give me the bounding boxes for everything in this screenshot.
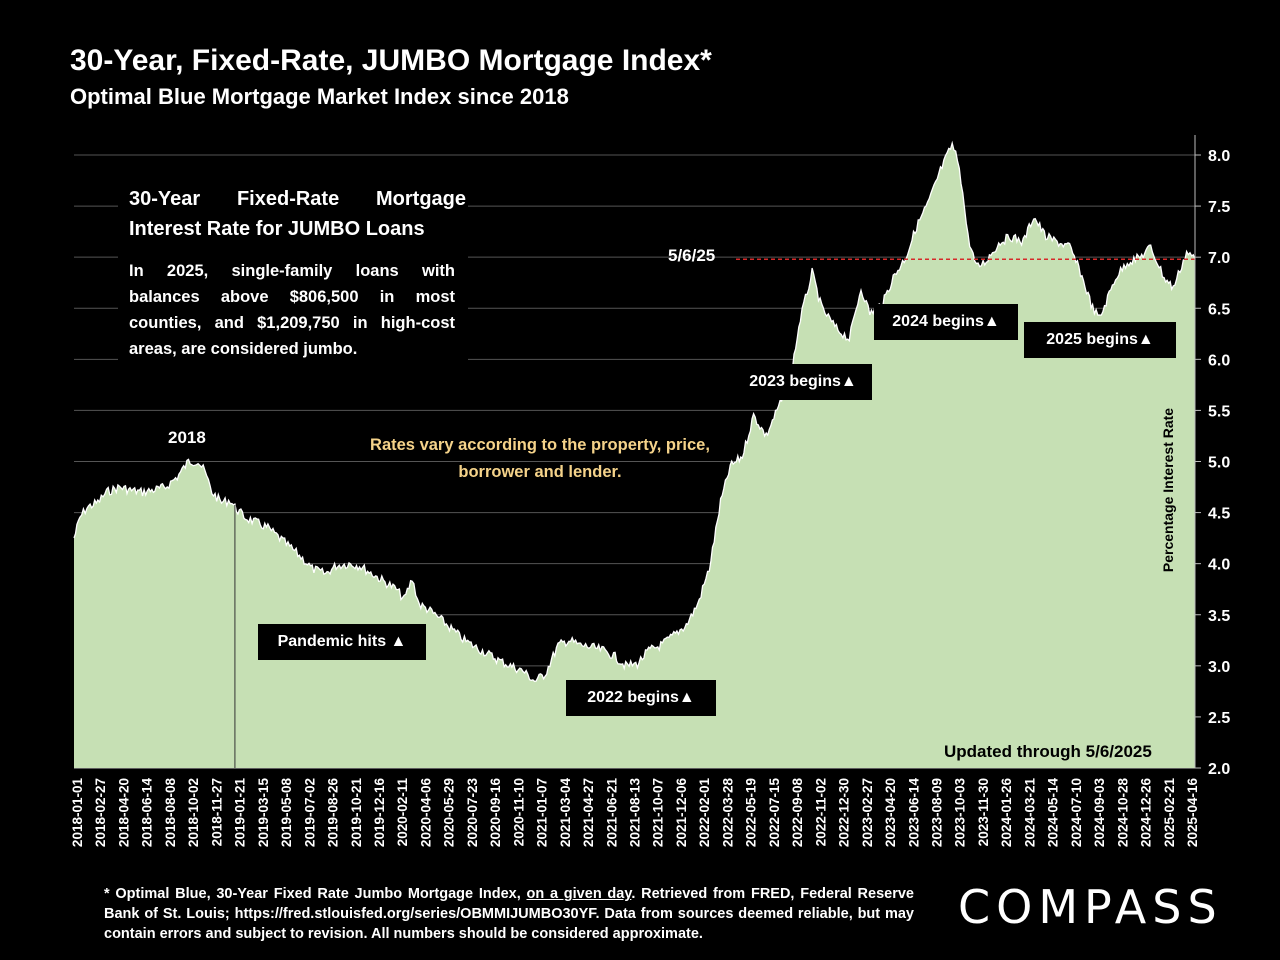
x-tick-label: 2018-06-14 [140, 778, 155, 848]
x-tick-label: 2020-11-10 [511, 778, 526, 846]
x-tick-label: 2022-02-01 [697, 778, 712, 848]
footnote-pre: * Optimal Blue, 30-Year Fixed Rate Jumbo… [104, 886, 527, 902]
x-tick-label: 2024-09-03 [1092, 778, 1107, 848]
x-tick-label: 2021-06-21 [604, 778, 619, 848]
x-tick-label: 2019-01-21 [233, 778, 248, 848]
x-tick-labels: 2018-01-01 2018-02-27 2018-04-20 2018-06-14… [70, 778, 1200, 848]
x-tick-label: 2019-10-21 [349, 778, 364, 848]
x-tick-label: 2022-09-08 [790, 778, 805, 848]
y-tick-labels: 2.0 2.5 3.0 3.5 4.0 4.5 5.0 5.5 6.0 6.5 7.0 7.5 8.0 [1208, 148, 1230, 778]
footnote: * Optimal Blue, 30-Year Fixed Rate Jumbo… [104, 884, 914, 944]
annotation-2025: 2025 begins▲ [1024, 322, 1176, 358]
y-tick-label: 7.0 [1208, 250, 1230, 267]
y-tick-label: 6.5 [1208, 301, 1230, 318]
x-tick-label: 2021-12-06 [674, 778, 689, 848]
x-tick-label: 2024-05-14 [1046, 778, 1061, 848]
x-tick-label: 2024-10-28 [1115, 778, 1130, 848]
y-tick-label: 8.0 [1208, 148, 1230, 165]
annotation-2018: 2018 [168, 428, 206, 447]
x-tick-label: 2022-07-15 [767, 778, 782, 848]
y-tick-label: 7.5 [1208, 199, 1230, 216]
y-tick-label: 5.5 [1208, 403, 1230, 420]
x-tick-label: 2022-05-19 [744, 778, 759, 847]
x-tick-label: 2024-07-10 [1069, 778, 1084, 847]
y-tick-label: 3.0 [1208, 659, 1230, 676]
compass-logo: COMPASS [958, 880, 1223, 934]
reference-line-label: 5/6/25 [668, 246, 716, 265]
footnote-post: . Retrieved from FRED, Federal Reserve B… [104, 886, 914, 942]
x-tick-label: 2018-04-20 [117, 778, 132, 847]
y-axis-label: Percentage Interest Rate [1160, 407, 1176, 573]
rate-line [73, 140, 1196, 683]
x-tick-label: 2018-01-01 [70, 778, 85, 848]
x-tick-label: 2025-02-21 [1162, 778, 1177, 848]
x-tick-label: 2019-07-02 [302, 778, 317, 847]
y-tick-label: 2.5 [1208, 710, 1230, 727]
x-tick-label: 2024-03-21 [1022, 778, 1037, 848]
x-tick-label: 2020-09-16 [488, 778, 503, 848]
y-tick-label: 2.0 [1208, 761, 1230, 778]
annotation-2022: 2022 begins▲ [566, 680, 716, 716]
x-tick-label: 2018-11-27 [209, 778, 224, 846]
x-tick-label: 2021-01-07 [535, 778, 550, 847]
info-box: 30-Year Fixed-Rate Mortgage Interest Rat… [118, 176, 468, 364]
x-tick-label: 2018-08-08 [163, 778, 178, 848]
annotation-pandemic: Pandemic hits ▲ [258, 624, 426, 660]
updated-note: Updated through 5/6/2025 [944, 742, 1152, 761]
y-tick-label: 3.5 [1208, 608, 1230, 625]
x-tick-label: 2023-04-20 [883, 778, 898, 847]
x-tick-label: 2019-12-16 [372, 778, 387, 848]
footnote-underlined: on a given day [526, 886, 632, 902]
x-tick-label: 2021-08-13 [628, 778, 643, 848]
x-tick-label: 2021-10-07 [651, 778, 666, 847]
y-tick-label: 5.0 [1208, 455, 1230, 472]
x-tick-label: 2020-02-11 [395, 778, 410, 847]
x-tick-label: 2018-02-27 [93, 778, 108, 847]
x-tick-label: 2023-02-27 [860, 778, 875, 847]
y-tick-label: 4.0 [1208, 557, 1230, 574]
x-tick-label: 2023-06-14 [906, 778, 921, 848]
annotation-2024: 2024 begins▲ [874, 304, 1018, 340]
x-tick-label: 2022-12-30 [837, 778, 852, 847]
rate-area [74, 143, 1195, 768]
y-tick-label: 6.0 [1208, 352, 1230, 369]
annotation-2023: 2023 begins▲ [734, 364, 872, 400]
chart-subtitle: Optimal Blue Mortgage Market Index since… [70, 84, 569, 109]
x-tick-label: 2022-03-28 [720, 778, 735, 848]
rates-note: Rates vary according to the property, pr… [370, 436, 710, 481]
chart-title: 30-Year, Fixed-Rate, JUMBO Mortgage Inde… [70, 44, 712, 77]
x-tick-label: 2020-05-29 [442, 778, 457, 847]
x-tick-label: 2023-08-09 [930, 778, 945, 847]
x-tick-label: 2024-12-26 [1139, 778, 1154, 848]
x-tick-label: 2021-03-04 [558, 778, 573, 848]
info-box-body: In 2025, single-family loans with balanc… [129, 262, 455, 358]
info-box-heading: 30-Year Fixed-Rate Mortgage Interest Rat… [129, 188, 466, 240]
x-tick-label: 2025-04-16 [1185, 778, 1200, 848]
x-tick-label: 2019-08-26 [326, 778, 341, 848]
y-tick-label: 4.5 [1208, 506, 1230, 523]
x-tick-label: 2020-04-06 [418, 778, 433, 848]
x-tick-label: 2018-10-02 [186, 778, 201, 847]
x-tick-label: 2024-01-26 [999, 778, 1014, 848]
x-tick-label: 2023-10-03 [953, 778, 968, 848]
x-tick-label: 2021-04-27 [581, 778, 596, 847]
x-tick-label: 2019-05-08 [279, 778, 294, 848]
x-tick-label: 2022-11-02 [813, 778, 828, 846]
x-tick-label: 2020-07-23 [465, 778, 480, 848]
x-tick-label: 2023-11-30 [976, 778, 991, 846]
x-tick-label: 2019-03-15 [256, 778, 271, 848]
